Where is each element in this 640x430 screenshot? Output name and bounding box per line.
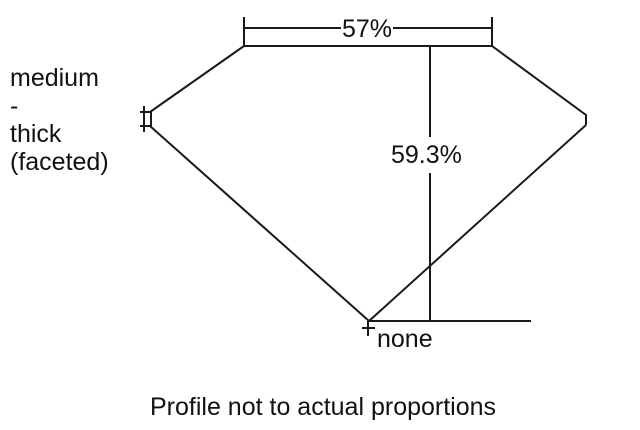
- girdle-label: medium - thick (faceted): [10, 64, 109, 176]
- crown-left-outline: [149, 45, 245, 113]
- table-percent-label: 57%: [341, 15, 394, 43]
- pavilion-left-outline: [149, 125, 370, 322]
- diagram-caption: Profile not to actual proportions: [150, 393, 497, 421]
- pavilion-right-outline: [368, 124, 587, 322]
- crown-right-outline: [491, 45, 587, 125]
- girdle-label-line: (faceted): [10, 148, 109, 176]
- culet-label: none: [377, 325, 433, 353]
- girdle-label-line: -: [10, 92, 19, 120]
- depth-percent-label: 59.3%: [390, 137, 463, 173]
- girdle-label-line: medium: [10, 64, 99, 92]
- girdle-label-line: thick: [10, 120, 62, 148]
